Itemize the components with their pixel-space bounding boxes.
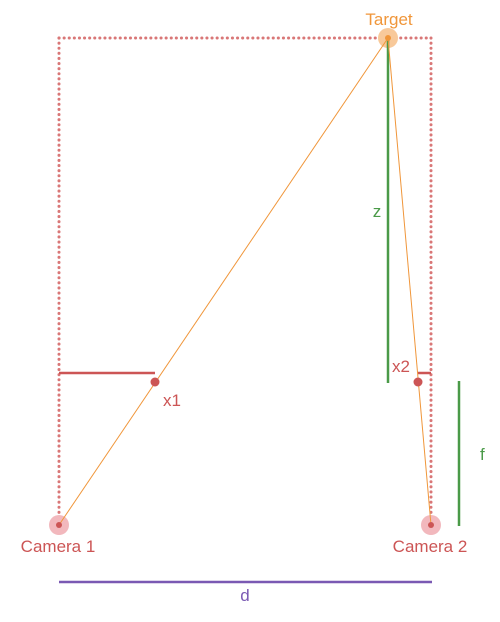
target-label: Target [365,10,413,29]
ray-camera-1-to-target [58,37,389,526]
x1-label: x1 [163,391,181,410]
target-point [385,35,391,41]
x2-label: x2 [392,357,410,376]
camera-2-point [428,522,434,528]
z-label: z [373,202,382,221]
x1-projection-point [150,377,160,387]
camera-2-label: Camera 2 [393,537,468,556]
d-label: d [240,586,249,605]
dotted-frame [57,36,433,527]
f-label: f [480,445,485,464]
camera-1-label: Camera 1 [21,537,96,556]
x2-projection-point [413,377,423,387]
ray-camera-2-to-target [387,37,432,526]
camera-1-point [56,522,62,528]
